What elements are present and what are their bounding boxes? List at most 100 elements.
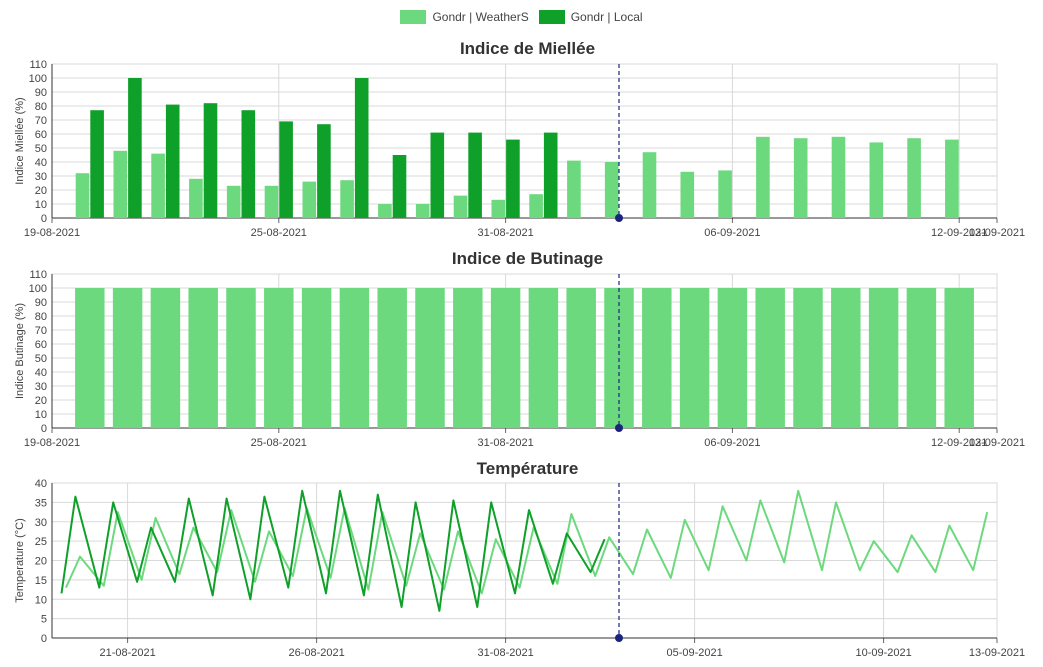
bar-weathers — [756, 136, 770, 218]
legend: Gondr | WeatherS Gondr | Local — [0, 10, 1043, 24]
bar-weathers — [188, 288, 218, 428]
y-tick-label: 40 — [35, 367, 47, 379]
bar-weathers — [491, 199, 506, 218]
x-tick-label: 19-08-2021 — [24, 437, 80, 449]
chart-panel-3: 0 5 10 15 20 25 30 35 40 21-08-2021 26-08-2021 31-0… — [14, 459, 1025, 659]
x-tick-label: 12-09-2021 — [931, 227, 987, 239]
bar-weathers — [679, 288, 710, 428]
y-tick-label: 70 — [35, 325, 47, 337]
bar-local — [241, 110, 256, 218]
bar-weathers — [377, 288, 407, 428]
bar-weathers — [944, 288, 974, 428]
bar-weathers — [415, 204, 430, 218]
bar-weathers — [831, 136, 846, 218]
y-tick-label: 0 — [41, 633, 47, 645]
legend-swatch-weathers — [400, 10, 427, 24]
y-tick-label: 20 — [35, 185, 47, 197]
y-tick-label: 70 — [35, 115, 47, 127]
bar-local — [506, 139, 520, 218]
y-tick-label: 60 — [35, 339, 47, 351]
x-tick-label: 19-08-2021 — [24, 227, 80, 239]
y-tick-label: 10 — [35, 199, 47, 211]
bar-weathers — [264, 288, 294, 428]
bar-weathers — [793, 288, 823, 428]
legend-item-weathers[interactable]: Gondr | WeatherS — [400, 10, 529, 24]
y-tick-label: 50 — [35, 353, 47, 365]
bar-weathers — [189, 178, 203, 218]
bar-local — [203, 103, 218, 218]
x-tick-label: 10-09-2021 — [855, 647, 911, 659]
bar-weathers — [112, 288, 143, 428]
bar-weathers — [567, 160, 581, 218]
y-tick-label: 30 — [35, 171, 47, 183]
y-tick-label: 80 — [35, 311, 47, 323]
x-tick-label: 13-09-2021 — [969, 647, 1025, 659]
y-tick-label: 90 — [35, 87, 47, 99]
y-tick-label: 40 — [35, 157, 47, 169]
bar-weathers — [869, 142, 884, 218]
y-tick-label: 50 — [35, 143, 47, 155]
y-tick-label: 90 — [35, 297, 47, 309]
y-tick-label: 20 — [35, 556, 47, 568]
y-axis-title: Indice Miellée (%) — [14, 97, 26, 184]
bar-weathers — [718, 170, 732, 218]
bar-local — [128, 78, 142, 218]
y-axis-title: Temperature (°C) — [14, 518, 26, 602]
bar-weathers — [907, 138, 921, 218]
bar-weathers — [793, 138, 808, 218]
bar-weathers — [868, 288, 899, 428]
bar-weathers — [264, 185, 279, 218]
bar-weathers — [529, 194, 543, 218]
bar-weathers — [831, 288, 861, 428]
bar-local — [279, 121, 293, 218]
y-tick-label: 5 — [41, 614, 47, 626]
y-tick-label: 40 — [35, 478, 47, 490]
bar-weathers — [226, 288, 256, 428]
bar-local — [468, 132, 482, 218]
bar-weathers — [75, 288, 105, 428]
y-tick-label: 80 — [35, 101, 47, 113]
legend-swatch-local — [538, 10, 565, 24]
x-tick-label: 05-09-2021 — [666, 647, 722, 659]
x-tick-label: 06-09-2021 — [704, 437, 760, 449]
bar-weathers — [642, 288, 672, 428]
bar-weathers — [339, 288, 370, 428]
bar-weathers — [453, 195, 468, 218]
y-tick-label: 100 — [29, 73, 47, 85]
bar-weathers — [528, 288, 559, 428]
y-tick-label: 110 — [29, 269, 47, 281]
bar-local — [430, 132, 445, 218]
y-tick-label: 30 — [35, 517, 47, 529]
bar-weathers — [755, 288, 785, 428]
bar-weathers — [566, 288, 596, 428]
legend-label-local: Gondr | Local — [570, 10, 643, 24]
y-tick-label: 30 — [35, 381, 47, 393]
bar-weathers — [226, 185, 241, 218]
bar-weathers — [151, 153, 165, 218]
y-axis-title: Indice Butinage (%) — [14, 303, 26, 399]
legend-item-local[interactable]: Gondr | Local — [538, 10, 643, 24]
y-tick-label: 100 — [29, 283, 47, 295]
bar-weathers — [945, 139, 959, 218]
temperature-line-weathers — [65, 489, 989, 595]
bar-local — [165, 104, 180, 218]
bar-weathers — [150, 288, 181, 428]
y-tick-label: 25 — [35, 536, 47, 548]
y-tick-label: 0 — [41, 423, 47, 435]
bar-weathers — [378, 204, 392, 218]
bar-weathers — [680, 171, 695, 218]
bar-weathers — [113, 150, 128, 218]
chart-title: Indice de Miellée — [460, 39, 595, 58]
x-tick-label: 25-08-2021 — [251, 227, 307, 239]
legend-label-weathers: Gondr | WeatherS — [432, 10, 529, 24]
bar-weathers — [340, 180, 354, 218]
y-tick-label: 0 — [41, 213, 47, 225]
x-tick-label: 21-08-2021 — [99, 647, 155, 659]
bar-weathers — [453, 288, 483, 428]
today-marker-dot — [615, 424, 623, 432]
bar-weathers — [717, 288, 748, 428]
chart-panel-1: 0 10 20 30 40 50 60 70 80 90 100 110 19-08-2021 25-08… — [14, 39, 1025, 239]
bar-weathers — [642, 152, 657, 218]
